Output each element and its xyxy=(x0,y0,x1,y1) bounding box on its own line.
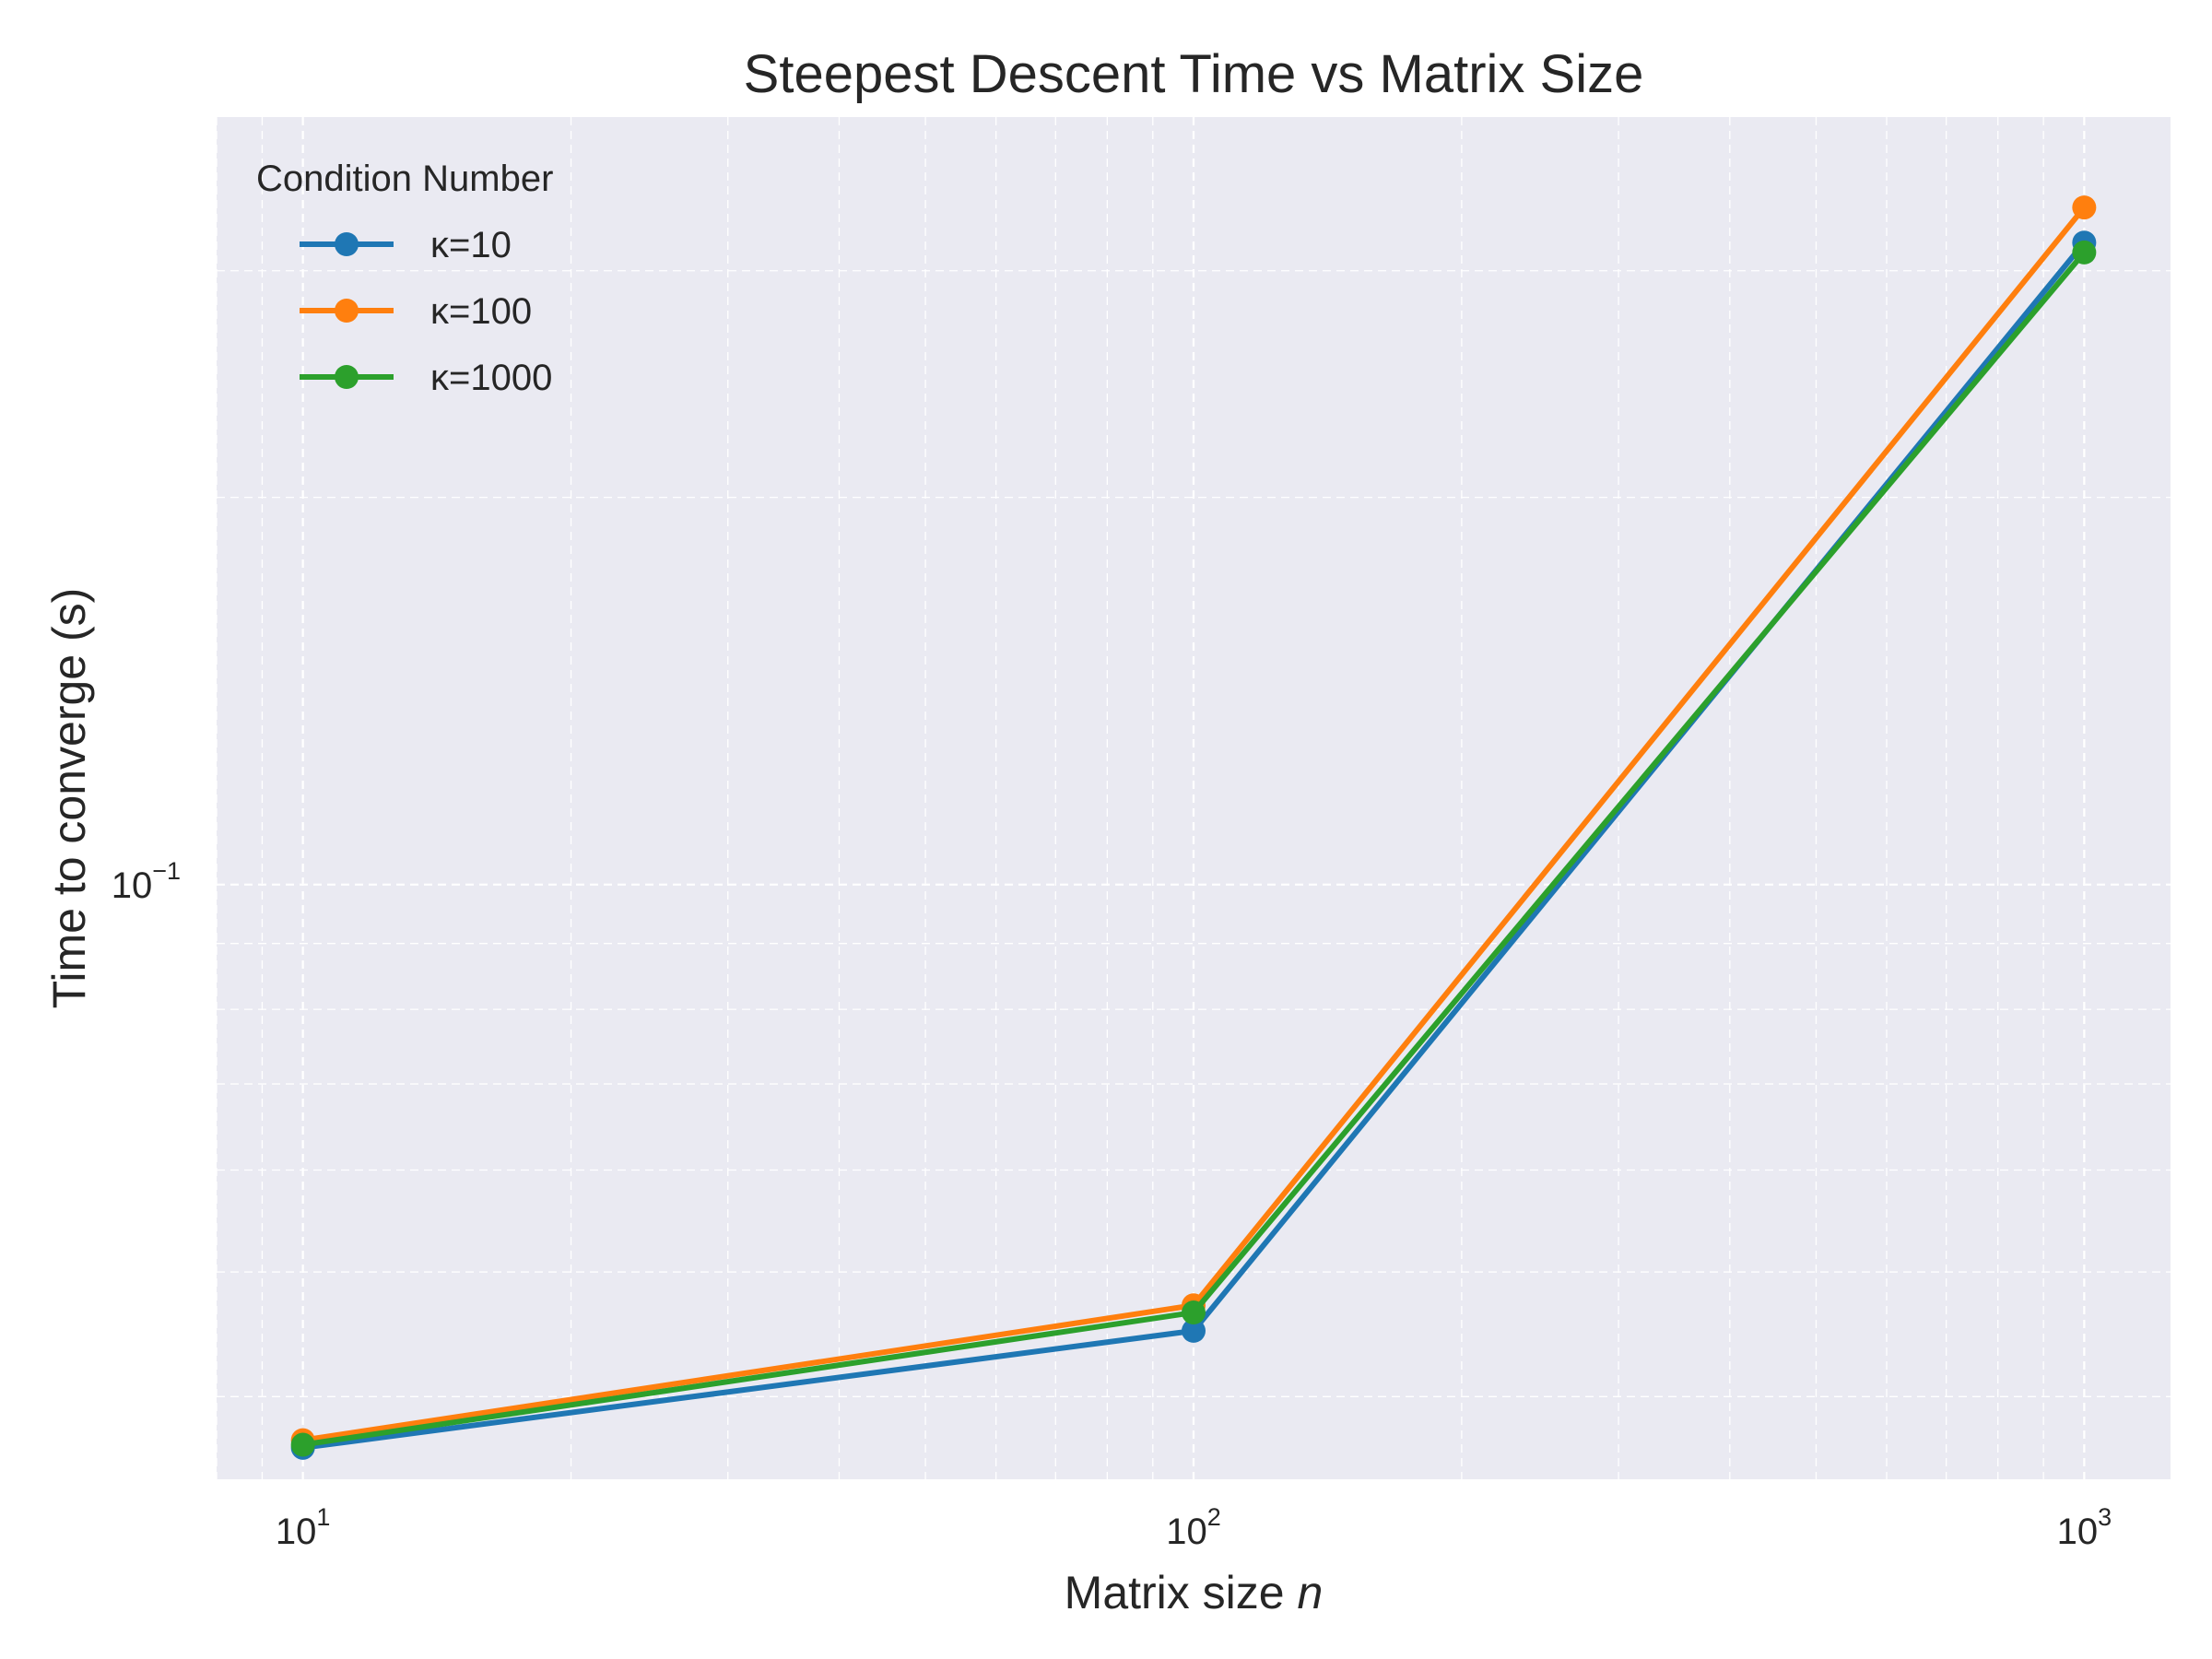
tick-exponent: 2 xyxy=(1207,1503,1221,1531)
data-point xyxy=(2072,195,2097,220)
legend-item: κ=100 xyxy=(300,291,532,332)
x-axis-label-variable: n xyxy=(1298,1567,1324,1618)
y-tick-label: 10−1 xyxy=(112,857,181,906)
minor-gridlines xyxy=(216,117,2171,1479)
tick-base: 10 xyxy=(2057,1512,2099,1552)
tick-base: 10 xyxy=(112,865,153,906)
x-tick-label: 101 xyxy=(276,1503,331,1552)
tick-exponent: −1 xyxy=(152,857,181,885)
legend-label: κ=10 xyxy=(430,225,512,265)
legend-marker xyxy=(335,299,359,323)
tick-exponent: 3 xyxy=(2098,1503,2112,1531)
legend-label: κ=1000 xyxy=(430,358,552,398)
legend-marker xyxy=(335,365,359,389)
tick-exponent: 1 xyxy=(316,1503,330,1531)
data-point xyxy=(1182,1318,1206,1343)
x-tick-label: 103 xyxy=(2057,1503,2112,1552)
data-point xyxy=(2072,240,2097,265)
y-axis-label: Time to converge (s) xyxy=(43,588,95,1009)
legend-label: κ=100 xyxy=(430,291,532,332)
x-axis-label: Matrix size n xyxy=(1065,1567,1324,1618)
series-3 xyxy=(290,240,2097,1457)
x-axis-label-text: Matrix size xyxy=(1065,1567,1285,1618)
legend-items: κ=10 κ=100 κ=1000 xyxy=(300,225,552,398)
series-layer xyxy=(290,195,2097,1460)
y-tick-labels: 10−1 xyxy=(112,857,181,906)
chart-title: Steepest Descent Time vs Matrix Size xyxy=(744,44,1644,104)
legend-title: Condition Number xyxy=(256,159,553,199)
tick-base: 10 xyxy=(1166,1512,1207,1552)
legend-marker xyxy=(335,232,359,256)
legend-item: κ=1000 xyxy=(300,358,552,398)
legend-item: κ=10 xyxy=(300,225,512,265)
data-point xyxy=(1182,1300,1206,1325)
legend: Condition Number κ=10 κ=100 κ=1000 xyxy=(256,159,553,398)
tick-base: 10 xyxy=(276,1512,317,1552)
major-gridlines xyxy=(217,117,2171,1479)
data-point xyxy=(290,1432,315,1457)
x-tick-labels: 101 102 103 xyxy=(276,1503,2112,1552)
x-tick-label: 102 xyxy=(1166,1503,1221,1552)
